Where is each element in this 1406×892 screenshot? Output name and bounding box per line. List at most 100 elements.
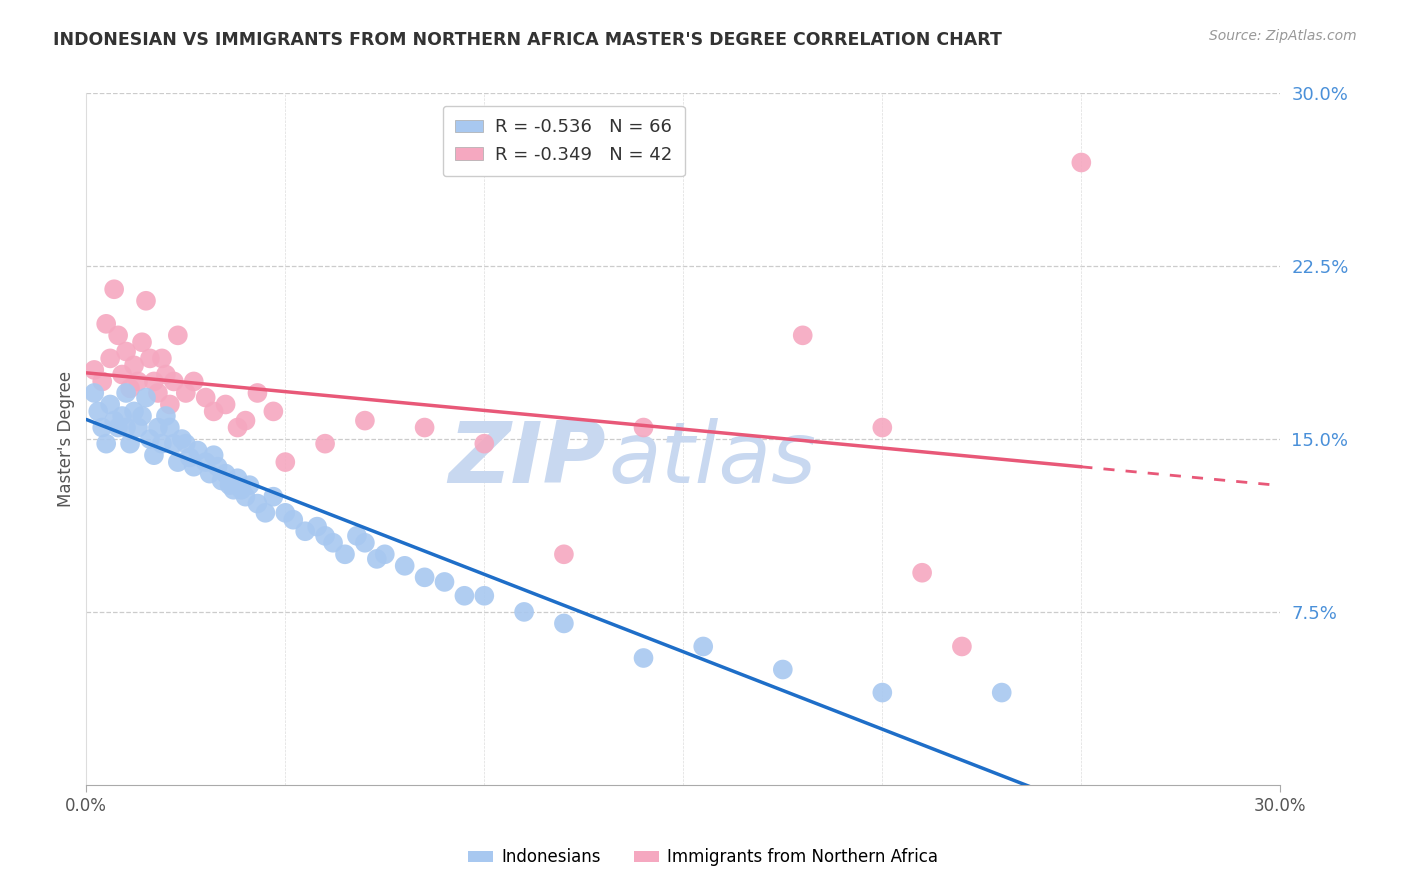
Point [91,420,114,434]
Point [166,328,188,343]
Point [307,519,329,533]
Point [135,391,157,405]
Point [950,640,973,654]
Point [115,344,138,359]
Point [107,328,129,343]
Point [187,443,209,458]
Point [262,490,284,504]
Legend: Indonesians, Immigrants from Northern Africa: Indonesians, Immigrants from Northern Af… [461,842,945,873]
Point [146,420,169,434]
Point [513,605,536,619]
Point [115,386,138,401]
Point [207,459,229,474]
Point [122,359,145,373]
Point [222,483,245,497]
Point [314,529,336,543]
Text: INDONESIAN VS IMMIGRANTS FROM NORTHERN AFRICA MASTER'S DEGREE CORRELATION CHART: INDONESIAN VS IMMIGRANTS FROM NORTHERN A… [53,31,1002,49]
Point [98,397,121,411]
Point [142,375,165,389]
Point [214,397,236,411]
Point [872,685,894,699]
Point [872,420,894,434]
Point [366,552,388,566]
Point [294,524,316,539]
Point [127,375,149,389]
Point [194,391,217,405]
Point [394,558,416,573]
Point [274,455,297,469]
Point [111,368,134,382]
Point [214,467,236,481]
Point [122,404,145,418]
Point [413,420,436,434]
Point [231,483,253,497]
Point [202,448,225,462]
Point [226,420,249,434]
Point [322,535,344,549]
Text: atlas: atlas [607,418,815,501]
Point [127,420,149,434]
Legend: R = -0.536   N = 66, R = -0.349   N = 42: R = -0.536 N = 66, R = -0.349 N = 42 [443,106,685,176]
Point [139,432,162,446]
Point [96,317,118,331]
Point [183,459,205,474]
Point [83,363,105,377]
Point [179,450,201,465]
Point [163,436,186,450]
Point [103,414,125,428]
Point [120,436,142,450]
Point [354,414,377,428]
Point [990,685,1012,699]
Point [120,381,142,395]
Point [183,375,205,389]
Point [194,455,217,469]
Point [453,589,475,603]
Point [115,420,138,434]
Y-axis label: Master's Degree: Master's Degree [58,371,75,508]
Point [139,351,162,366]
Point [96,436,118,450]
Point [792,328,814,343]
Point [413,570,436,584]
Point [142,448,165,462]
Point [283,513,305,527]
Point [211,474,233,488]
Point [146,386,169,401]
Point [374,547,396,561]
Point [346,529,368,543]
Point [553,616,575,631]
Point [911,566,934,580]
Text: ZIP: ZIP [449,418,606,501]
Point [87,404,110,418]
Point [159,397,181,411]
Point [274,506,297,520]
Point [692,640,714,654]
Point [150,351,173,366]
Point [159,420,181,434]
Point [235,490,257,504]
Point [262,404,284,418]
Point [174,386,197,401]
Point [238,478,260,492]
Point [553,547,575,561]
Point [150,436,173,450]
Point [433,574,456,589]
Point [166,455,188,469]
Point [135,293,157,308]
Point [163,375,186,389]
Text: Source: ZipAtlas.com: Source: ZipAtlas.com [1209,29,1357,43]
Point [472,436,495,450]
Point [103,282,125,296]
Point [472,589,495,603]
Point [314,436,336,450]
Point [235,414,257,428]
Point [198,467,221,481]
Point [202,404,225,418]
Point [98,351,121,366]
Point [226,471,249,485]
Point [83,386,105,401]
Point [1070,155,1092,169]
Point [333,547,356,561]
Point [633,651,655,665]
Point [246,386,269,401]
